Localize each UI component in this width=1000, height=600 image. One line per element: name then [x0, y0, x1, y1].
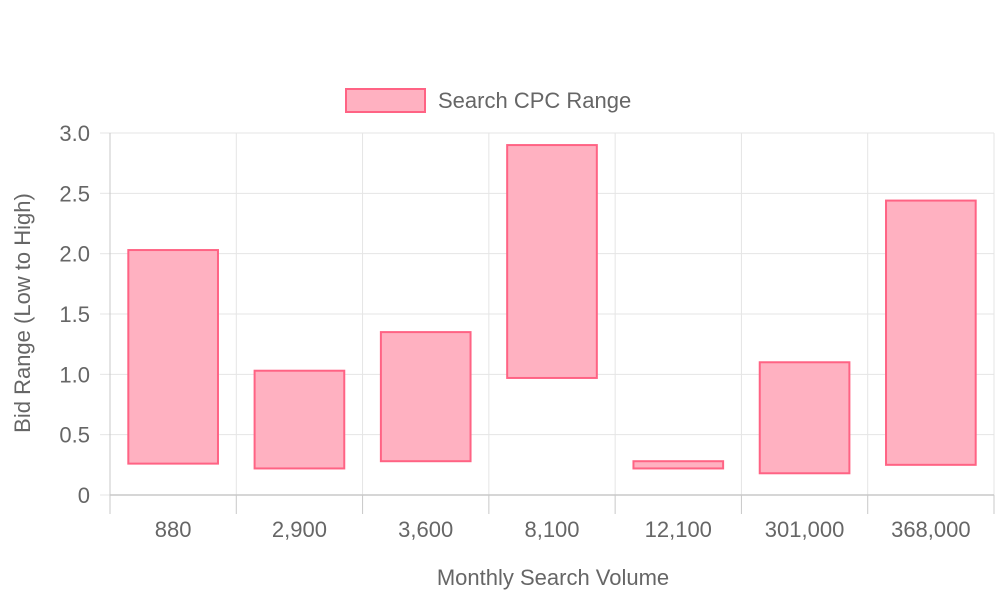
y-tick-label: 0 [78, 483, 90, 508]
range-bar [758, 361, 851, 475]
y-axis-title: Bid Range (Low to High) [10, 193, 35, 433]
legend[interactable]: Search CPC Range [345, 88, 631, 113]
x-tick-label: 301,000 [765, 517, 845, 542]
legend-label: Search CPC Range [438, 88, 631, 113]
y-tick-label: 2.0 [59, 242, 90, 267]
x-tick-label: 3,600 [398, 517, 453, 542]
axes: 0 0.5 1.0 1.5 2.0 2.5 3.0 880 2,900 3,600 8,100 12,… [59, 121, 995, 542]
y-tick-label: 2.5 [59, 181, 90, 206]
x-tick-label: 2,900 [272, 517, 327, 542]
range-bar [253, 369, 346, 470]
x-tick-label: 368,000 [891, 517, 971, 542]
range-bar [632, 460, 725, 470]
legend-swatch[interactable] [345, 88, 426, 113]
x-tick-label: 12,100 [645, 517, 712, 542]
x-tick-label: 880 [155, 517, 192, 542]
bars [127, 144, 977, 475]
range-bar [127, 249, 219, 465]
x-tick-label: 8,100 [524, 517, 579, 542]
range-bar [885, 199, 977, 466]
y-tick-label: 3.0 [59, 121, 90, 146]
y-tick-label: 0.5 [59, 423, 90, 448]
x-axis-title: Monthly Search Volume [437, 565, 669, 590]
y-tick-label: 1.0 [59, 362, 90, 387]
range-bar [506, 144, 598, 379]
range-bar [379, 331, 472, 463]
y-tick-label: 1.5 [59, 302, 90, 327]
